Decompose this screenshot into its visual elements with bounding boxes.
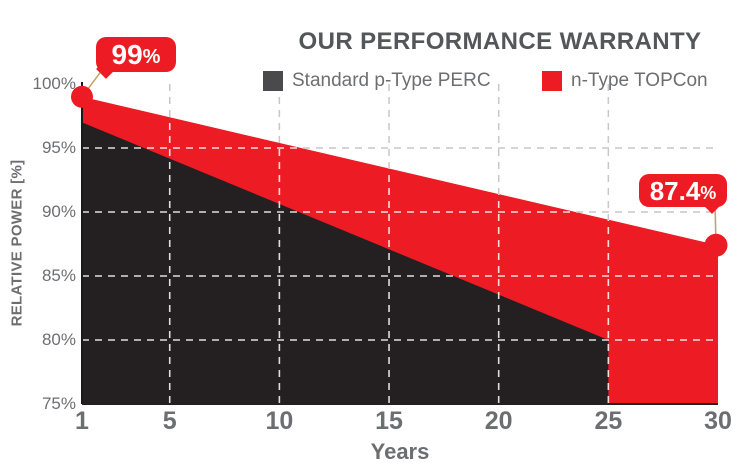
legend-label-topcon: n-Type TOPCon xyxy=(571,70,708,91)
x-tick-label: 15 xyxy=(375,407,403,435)
legend-item-topcon: n-Type TOPCon xyxy=(542,70,708,92)
y-axis-title: RELATIVE POWER [%] xyxy=(8,159,26,327)
x-tick-label: 10 xyxy=(265,407,294,435)
x-tick-label: 1 xyxy=(75,407,89,435)
chart-title: OUR PERFORMANCE WARRANTY xyxy=(298,28,702,55)
y-tick-label: 95% xyxy=(41,138,76,157)
annotation-badge-end: 87.4 % xyxy=(639,174,727,214)
legend-label-perc: Standard p-Type PERC xyxy=(292,70,491,91)
annotation-end-value: 87.4 xyxy=(649,175,701,206)
x-axis-title: Years xyxy=(370,439,430,464)
x-tick-label: 5 xyxy=(162,407,177,435)
y-tick-label: 75% xyxy=(41,394,76,413)
legend-swatch-perc-icon xyxy=(263,71,283,91)
x-tick-label: 30 xyxy=(704,407,732,435)
y-tick-label: 85% xyxy=(41,266,76,285)
annotation-start-value: 99 xyxy=(111,38,143,70)
annotation-badge-start: 99 % xyxy=(96,37,176,79)
x-tick-label: 25 xyxy=(594,407,623,435)
legend-item-perc: Standard p-Type PERC xyxy=(263,70,491,92)
y-tick-label: 80% xyxy=(41,330,76,349)
legend-swatch-topcon-icon xyxy=(542,71,562,91)
y-tick-label: 90% xyxy=(41,202,76,221)
x-tick-label: 20 xyxy=(484,407,513,435)
annotation-end-percent: % xyxy=(700,183,717,203)
annotation-start-percent: % xyxy=(142,46,161,68)
y-tick-label: 100% xyxy=(32,74,76,93)
